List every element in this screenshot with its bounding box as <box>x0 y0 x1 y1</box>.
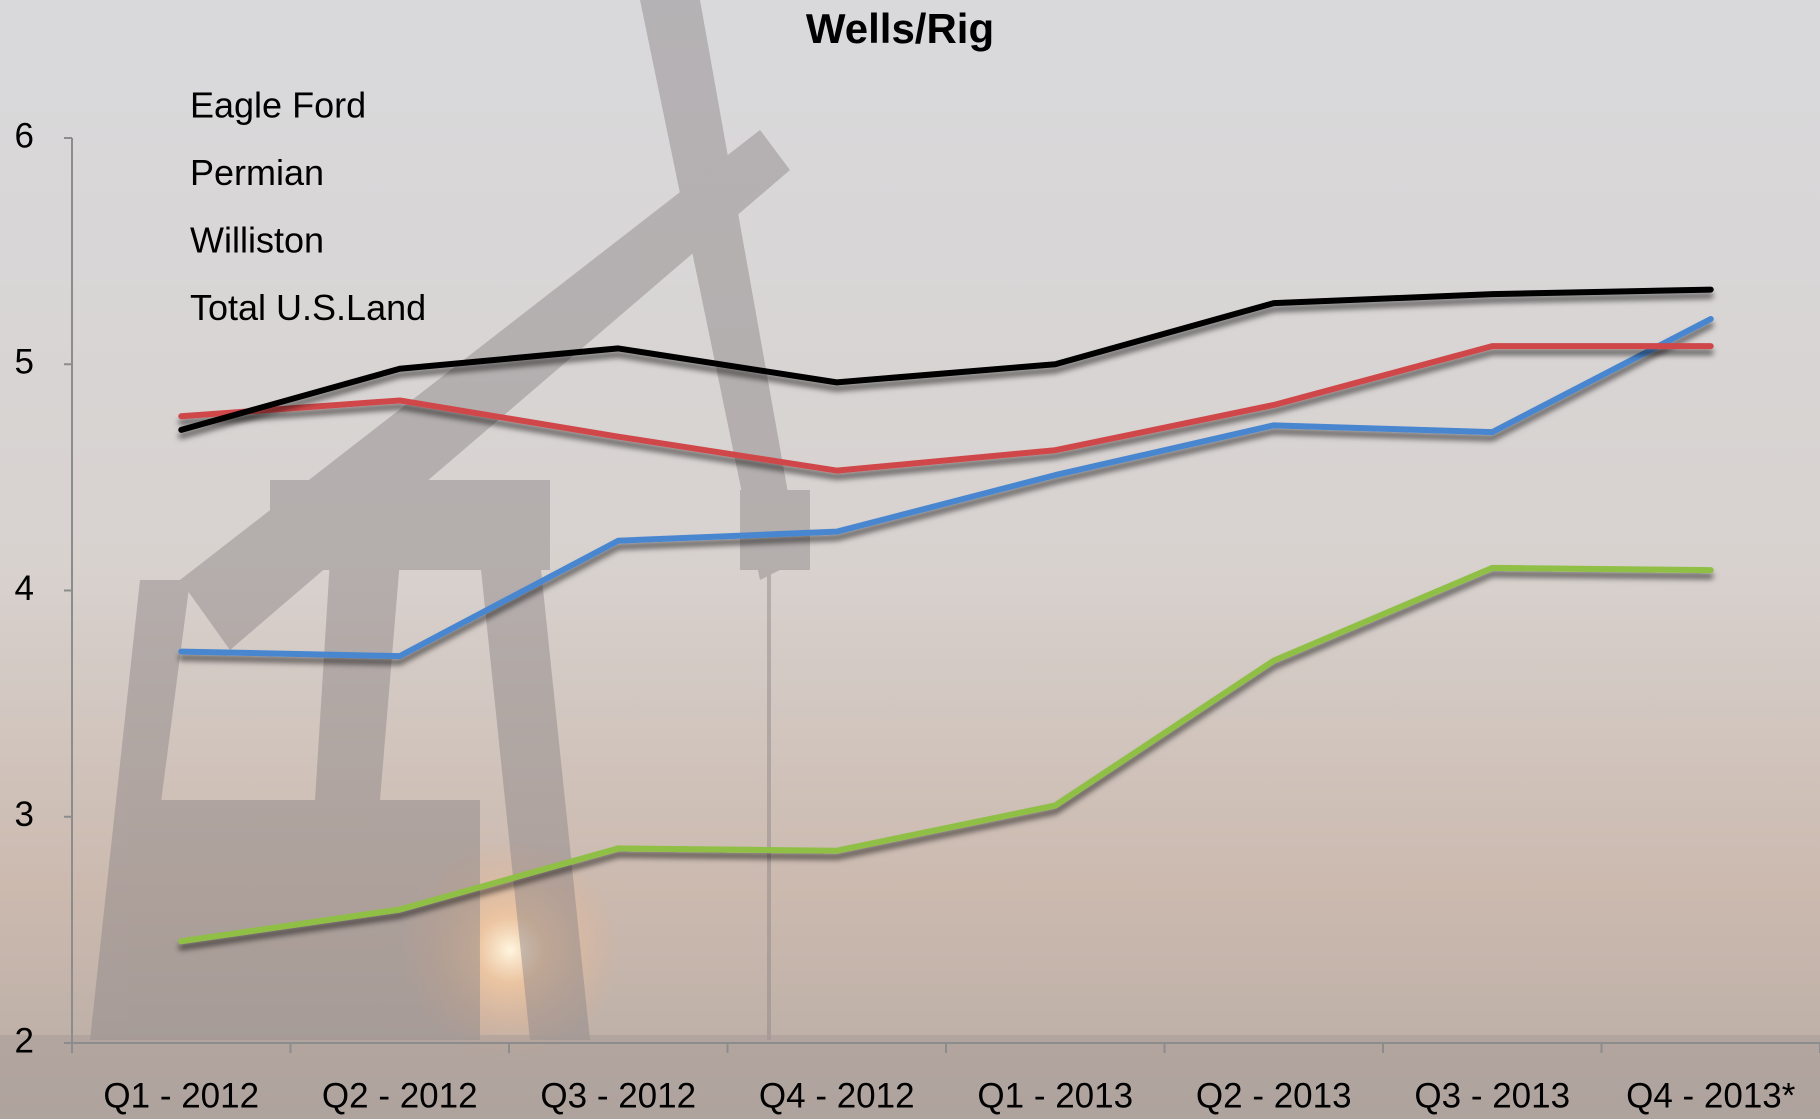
x-tick-label: Q2 - 2013 <box>1196 1076 1352 1115</box>
chart-title: Wells/Rig <box>806 5 994 52</box>
series-line <box>178 316 1714 660</box>
pump-jack <box>90 0 810 1040</box>
series-line <box>178 343 1714 474</box>
x-tick-label: Q1 - 2012 <box>103 1076 259 1115</box>
y-tick-label: 6 <box>15 116 34 155</box>
x-tick-label: Q3 - 2013 <box>1414 1076 1570 1115</box>
x-tick-label: Q4 - 2012 <box>759 1076 915 1115</box>
legend-label: Williston <box>190 220 324 261</box>
x-tick-label: Q4 - 2013* <box>1626 1076 1796 1115</box>
legend-label: Permian <box>190 152 324 193</box>
series-line <box>178 564 1714 945</box>
y-tick-label: 2 <box>15 1021 34 1060</box>
ground <box>0 1035 1820 1119</box>
y-tick-label: 5 <box>15 343 34 382</box>
x-tick-label: Q1 - 2013 <box>977 1076 1133 1115</box>
series-line <box>178 286 1714 433</box>
legend-label: Total U.S.Land <box>190 287 426 328</box>
y-tick-label: 4 <box>15 569 34 608</box>
y-tick-label: 3 <box>15 795 34 834</box>
x-tick-label: Q2 - 2012 <box>322 1076 478 1115</box>
legend-label: Eagle Ford <box>190 85 366 126</box>
x-tick-label: Q3 - 2012 <box>540 1076 696 1115</box>
